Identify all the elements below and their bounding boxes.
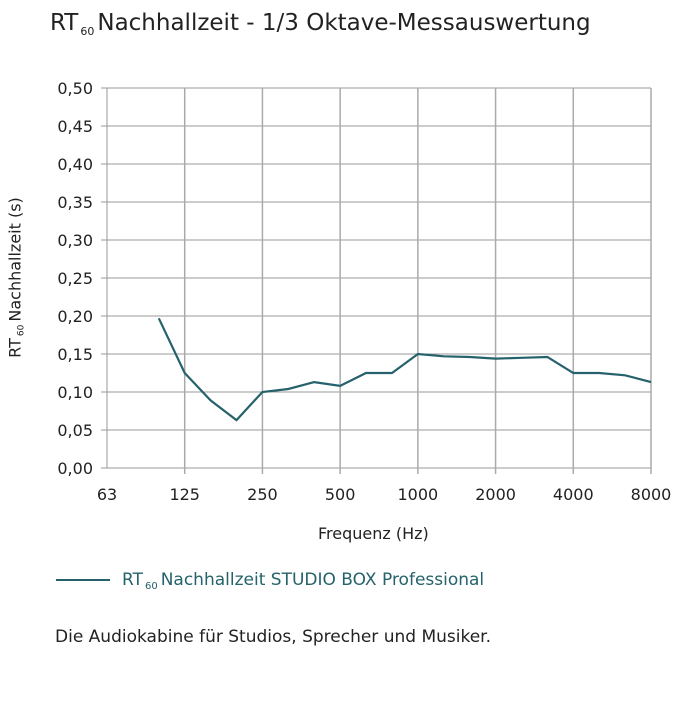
chart-title: RT 60 Nachhallzeit - 1/3 Oktave-Messauswer… xyxy=(50,10,591,38)
x-tick-label: 1000 xyxy=(397,485,438,504)
x-tick-label: 500 xyxy=(325,485,356,504)
legend-subscript: 60 xyxy=(144,581,158,592)
y-tick-label: 0,15 xyxy=(57,345,93,364)
x-tick-label: 125 xyxy=(169,485,200,504)
x-tick-label: 2000 xyxy=(475,485,516,504)
ylabel-subscript: 60 xyxy=(16,324,27,337)
y-tick-label: 0,05 xyxy=(57,421,93,440)
ylabel-text: Nachhallzeit (s) xyxy=(5,197,25,322)
y-tick-label: 0,20 xyxy=(57,307,93,326)
legend-line-swatch xyxy=(56,579,110,581)
y-tick-label: 0,40 xyxy=(57,155,93,174)
x-tick-label: 4000 xyxy=(553,485,594,504)
title-subscript: 60 xyxy=(80,25,95,38)
title-prefix: RT xyxy=(50,10,79,36)
y-tick-label: 0,35 xyxy=(57,193,93,212)
legend-prefix: RT xyxy=(122,570,143,590)
x-tick-label: 63 xyxy=(97,485,117,504)
ylabel-prefix: RT xyxy=(5,338,25,358)
caption: Die Audiokabine für Studios, Sprecher un… xyxy=(55,627,491,647)
y-tick-label: 0,00 xyxy=(57,459,93,478)
x-axis-label: Frequenz (Hz) xyxy=(318,524,429,543)
y-tick-label: 0,25 xyxy=(57,269,93,288)
series-line xyxy=(157,317,652,422)
y-tick-label: 0,50 xyxy=(57,79,93,98)
x-tick-label: 250 xyxy=(247,485,278,504)
y-tick-label: 0,30 xyxy=(57,231,93,250)
legend: RT 60 Nachhallzeit STUDIO BOX Professional xyxy=(56,570,485,592)
legend-label: Nachhallzeit STUDIO BOX Professional xyxy=(160,570,485,590)
y-tick-label: 0,10 xyxy=(57,383,93,402)
x-tick-label: 8000 xyxy=(631,485,672,504)
y-tick-label: 0,45 xyxy=(57,117,93,136)
title-text: Nachhallzeit - 1/3 Oktave-Messauswertung xyxy=(97,10,591,36)
y-axis-label: RT60 Nachhallzeit (s) xyxy=(5,193,27,363)
